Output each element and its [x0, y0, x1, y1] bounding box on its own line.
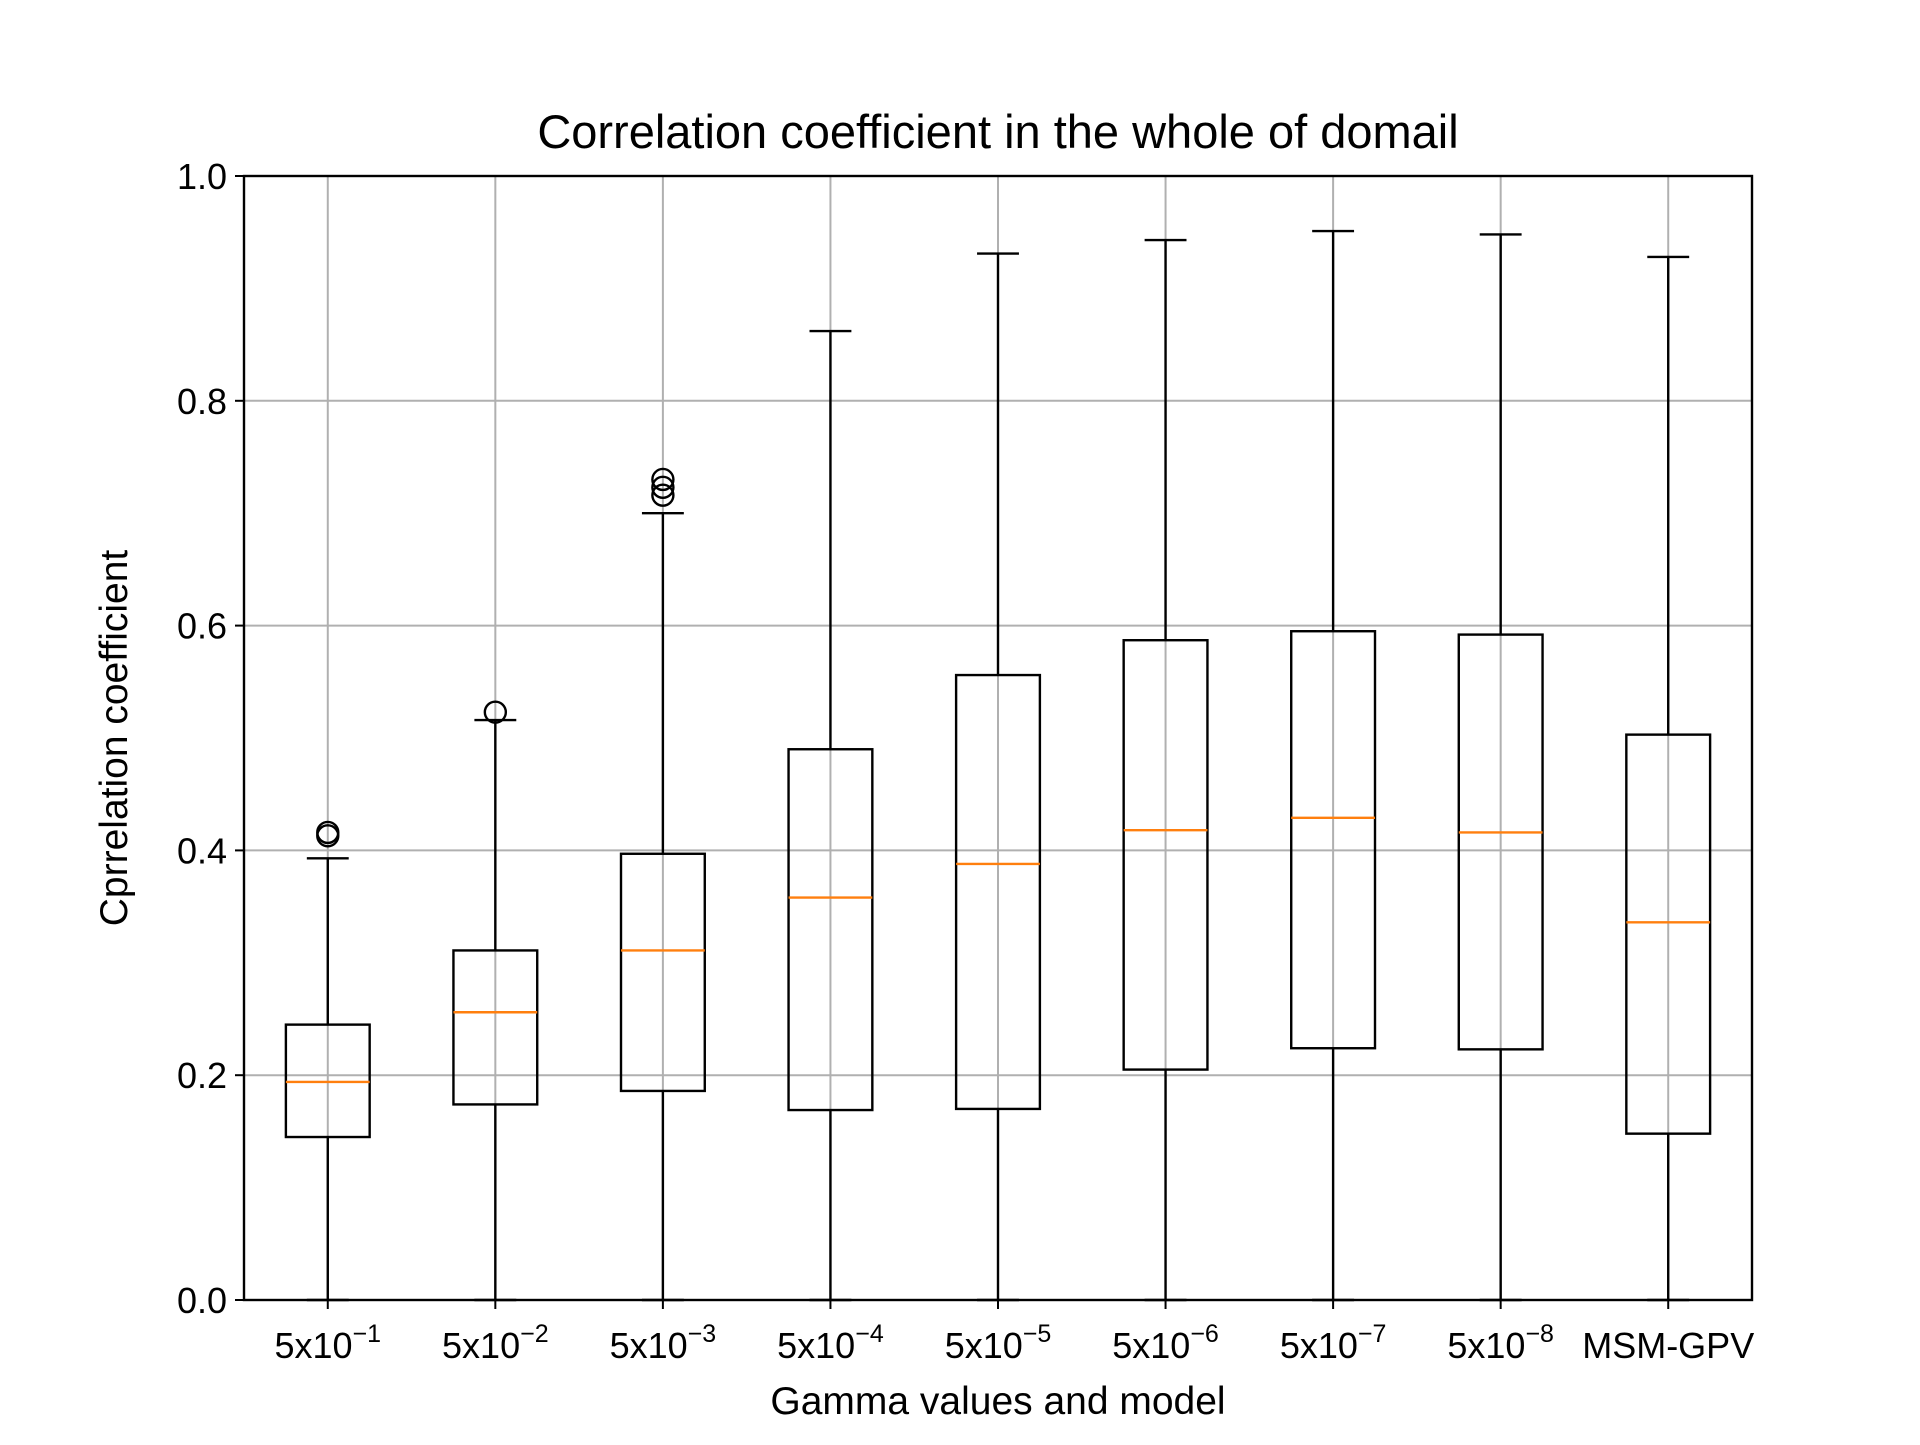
- x-tick-label: 5x10−2: [442, 1320, 549, 1366]
- outlier-point: [651, 483, 675, 507]
- x-tick-label: 5x10−8: [1447, 1320, 1554, 1366]
- y-tick-label: 0.4: [177, 830, 227, 871]
- x-tick-label-exponent: −4: [855, 1320, 884, 1348]
- x-axis-label: Gamma values and model: [770, 1380, 1225, 1423]
- x-tick-label-base: 5x10: [945, 1325, 1023, 1366]
- chart-title: Correlation coefficient in the whole of …: [537, 105, 1458, 158]
- x-tick-label-exponent: −7: [1358, 1320, 1387, 1348]
- y-tick-label: 1.0: [177, 156, 227, 197]
- x-tick-label: 5x10−5: [945, 1320, 1052, 1366]
- x-tick-label: 5x10−7: [1280, 1320, 1387, 1366]
- x-tick-label: 5x10−6: [1112, 1320, 1219, 1366]
- box-iqr: [1122, 639, 1209, 1071]
- box-iqr: [619, 852, 706, 1093]
- x-tick-label-exponent: −8: [1525, 1320, 1554, 1348]
- y-tick-label: 0.2: [177, 1055, 227, 1096]
- outlier-point: [483, 700, 508, 724]
- outlier-point: [316, 820, 340, 845]
- x-tick-label: 5x10−1: [274, 1320, 381, 1366]
- box-iqr: [1625, 733, 1712, 1135]
- x-tick-label-base: 5x10: [1112, 1325, 1190, 1366]
- y-axis-label: Cprrelation coefficient: [93, 550, 136, 927]
- box-group: [787, 329, 874, 1302]
- x-tick-label-exponent: −6: [1190, 1320, 1219, 1348]
- x-tick-label-base: 5x10: [1447, 1325, 1525, 1366]
- x-tick-label-base: 5x10: [777, 1325, 855, 1366]
- boxes-layer: [284, 229, 1712, 1302]
- box-iqr: [787, 748, 874, 1112]
- box-group: [1290, 229, 1377, 1302]
- box-group: [1625, 255, 1712, 1302]
- x-tick-label-exponent: −3: [688, 1320, 717, 1348]
- x-tick-label-exponent: −5: [1023, 1320, 1052, 1348]
- x-tick-label-base: MSM-GPV: [1582, 1325, 1754, 1366]
- y-tick-label: 0.8: [177, 381, 227, 422]
- x-tick-label-base: 5x10: [610, 1325, 688, 1366]
- box-group: [1122, 238, 1209, 1302]
- box-group: [452, 700, 539, 1302]
- outlier-point: [651, 467, 675, 492]
- box-group: [1457, 233, 1544, 1302]
- box-iqr: [1457, 633, 1544, 1051]
- x-tick-label: MSM-GPV: [1582, 1325, 1754, 1366]
- x-tick-label-exponent: −1: [353, 1320, 382, 1348]
- y-tick-label: 0.0: [177, 1280, 227, 1321]
- x-tick-label-base: 5x10: [442, 1325, 520, 1366]
- x-tick-label-base: 5x10: [1280, 1325, 1358, 1366]
- x-tick-label-base: 5x10: [274, 1325, 352, 1366]
- x-tick-label: 5x10−4: [777, 1320, 884, 1366]
- outlier-point: [651, 475, 675, 500]
- box-iqr: [954, 673, 1042, 1111]
- y-tick-label: 0.6: [177, 606, 227, 647]
- x-tick-label: 5x10−3: [610, 1320, 717, 1366]
- box-iqr: [452, 949, 539, 1106]
- box-group: [619, 467, 706, 1302]
- box-iqr: [1290, 630, 1377, 1050]
- x-tick-label-exponent: −2: [520, 1320, 549, 1348]
